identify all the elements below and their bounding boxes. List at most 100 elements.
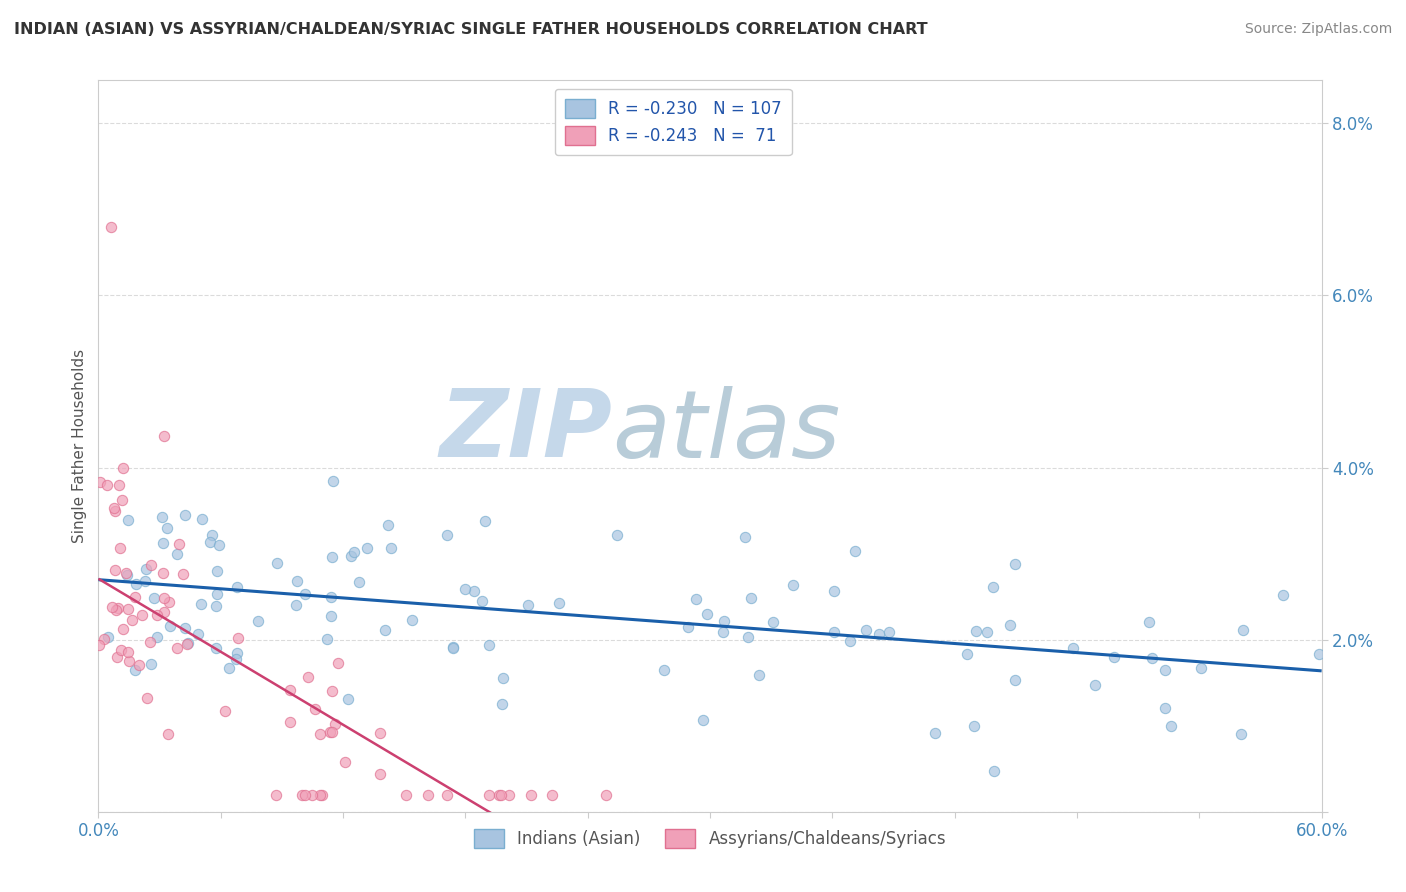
Point — [208, 538, 231, 552]
Point — [97, 630, 120, 644]
Point — [471, 594, 494, 608]
Point — [370, 767, 392, 781]
Point — [150, 510, 173, 524]
Point — [146, 630, 169, 644]
Point — [103, 501, 125, 516]
Point — [108, 541, 131, 556]
Point — [247, 615, 270, 629]
Point — [1153, 700, 1175, 714]
Point — [1153, 663, 1175, 677]
Point — [111, 460, 134, 475]
Text: Source: ZipAtlas.com: Source: ZipAtlas.com — [1244, 22, 1392, 37]
Point — [308, 727, 330, 741]
Point — [174, 621, 197, 635]
Point — [492, 671, 515, 685]
Point — [855, 623, 877, 637]
Point — [1160, 719, 1182, 733]
Point — [190, 597, 212, 611]
Point — [1004, 557, 1026, 571]
Point — [401, 613, 423, 627]
Point — [418, 788, 440, 802]
Point — [153, 591, 176, 605]
Point — [541, 788, 564, 802]
Point — [136, 691, 159, 706]
Point — [321, 684, 343, 698]
Point — [868, 626, 890, 640]
Point — [1308, 647, 1330, 661]
Point — [1230, 727, 1253, 741]
Point — [104, 503, 127, 517]
Point — [152, 566, 174, 580]
Point — [104, 603, 127, 617]
Point — [335, 755, 357, 769]
Point — [117, 645, 139, 659]
Point — [340, 549, 363, 564]
Point — [454, 582, 477, 596]
Point — [1140, 651, 1163, 665]
Point — [205, 564, 228, 578]
Point — [321, 724, 343, 739]
Point — [228, 631, 250, 645]
Point — [100, 219, 122, 234]
Point — [110, 643, 132, 657]
Point — [877, 625, 900, 640]
Point — [737, 630, 759, 644]
Point — [316, 632, 339, 646]
Point — [823, 583, 845, 598]
Point — [595, 788, 617, 802]
Point — [548, 596, 571, 610]
Point — [844, 544, 866, 558]
Point — [205, 599, 228, 614]
Point — [478, 638, 501, 652]
Point — [124, 663, 146, 677]
Point — [441, 640, 464, 655]
Point — [124, 577, 146, 591]
Point — [322, 475, 344, 489]
Point — [374, 624, 396, 638]
Point — [117, 513, 139, 527]
Point — [762, 615, 785, 629]
Point — [395, 788, 418, 802]
Point — [291, 788, 314, 802]
Point — [108, 477, 131, 491]
Point — [319, 608, 342, 623]
Point — [111, 493, 134, 508]
Point — [498, 788, 520, 802]
Point — [226, 646, 249, 660]
Point — [325, 717, 347, 731]
Point — [491, 697, 513, 711]
Point — [436, 528, 458, 542]
Point — [100, 599, 122, 614]
Point — [118, 655, 141, 669]
Point — [278, 714, 301, 729]
Legend: Indians (Asian), Assyrians/Chaldeans/Syriacs: Indians (Asian), Assyrians/Chaldeans/Syr… — [467, 822, 953, 855]
Point — [131, 608, 153, 623]
Point — [294, 788, 316, 802]
Point — [976, 624, 998, 639]
Point — [343, 545, 366, 559]
Point — [441, 640, 464, 655]
Point — [489, 788, 512, 802]
Point — [654, 663, 676, 677]
Text: ZIP: ZIP — [439, 385, 612, 477]
Point — [166, 547, 188, 561]
Point — [177, 636, 200, 650]
Point — [152, 429, 174, 443]
Point — [135, 561, 157, 575]
Point — [198, 535, 221, 549]
Point — [143, 591, 166, 605]
Point — [124, 590, 146, 604]
Point — [115, 566, 138, 580]
Point — [152, 536, 174, 550]
Point — [214, 704, 236, 718]
Point — [139, 657, 162, 671]
Point — [520, 788, 543, 802]
Point — [134, 574, 156, 589]
Point — [225, 652, 247, 666]
Point — [1004, 673, 1026, 688]
Point — [152, 605, 174, 619]
Point — [278, 682, 301, 697]
Point — [692, 714, 714, 728]
Point — [1063, 641, 1085, 656]
Point — [301, 788, 323, 802]
